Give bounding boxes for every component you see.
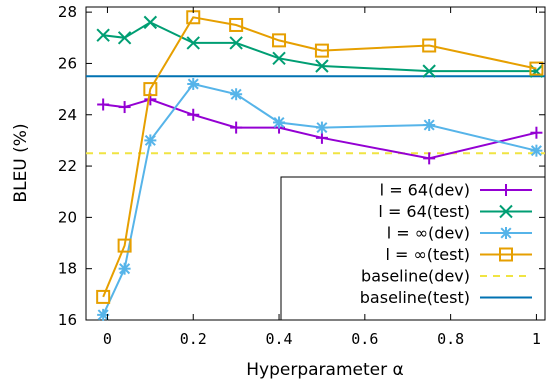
data-point bbox=[186, 36, 200, 50]
data-point bbox=[273, 116, 286, 129]
data-point bbox=[229, 36, 243, 50]
data-point bbox=[118, 262, 131, 275]
x-tick-label: 1 bbox=[532, 330, 541, 348]
data-point bbox=[187, 108, 200, 121]
legend-label: l = ∞(dev) bbox=[387, 224, 470, 243]
y-tick-label: 18 bbox=[58, 260, 77, 278]
data-point bbox=[315, 121, 328, 134]
series-layer bbox=[96, 10, 544, 321]
data-point bbox=[230, 88, 243, 101]
data-point bbox=[117, 31, 132, 45]
data-point bbox=[422, 38, 437, 53]
x-tick-label: 0.4 bbox=[265, 330, 292, 348]
data-point bbox=[529, 61, 544, 76]
data-point bbox=[187, 77, 200, 90]
x-tick-label: 0 bbox=[103, 330, 112, 348]
legend-marker bbox=[499, 204, 513, 219]
data-point bbox=[143, 82, 158, 97]
data-point bbox=[97, 308, 110, 321]
data-point bbox=[315, 59, 329, 73]
legend-marker bbox=[499, 247, 513, 262]
data-point bbox=[96, 289, 111, 304]
data-point bbox=[314, 43, 329, 58]
series-line-3 bbox=[102, 16, 537, 298]
legend-label: l = 64(dev) bbox=[380, 181, 470, 200]
data-point bbox=[422, 64, 436, 78]
data-point bbox=[143, 15, 158, 30]
y-tick-label: 28 bbox=[58, 3, 77, 21]
y-axis-label: BLEU (%) bbox=[11, 123, 31, 202]
data-point bbox=[423, 119, 436, 132]
legend-label: baseline(test) bbox=[360, 288, 470, 307]
x-axis-label: Hyperparameter α bbox=[246, 360, 403, 380]
x-tick-label: 0.2 bbox=[180, 330, 207, 348]
baseline-layer bbox=[86, 75, 545, 155]
data-point bbox=[315, 131, 328, 144]
axis-ticks: 0 0.2 0.4 0.6 0.8 1 16 18 20 22 24 26 28 bbox=[58, 3, 545, 348]
data-point bbox=[144, 134, 157, 147]
y-tick-label: 16 bbox=[58, 311, 77, 329]
legend-label: l = ∞(test) bbox=[385, 245, 470, 264]
data-point bbox=[272, 33, 287, 48]
data-point bbox=[530, 126, 543, 139]
legend-marker bbox=[500, 227, 512, 239]
y-tick-label: 22 bbox=[58, 157, 77, 175]
data-point bbox=[423, 152, 436, 165]
y-tick-label: 24 bbox=[58, 106, 77, 124]
y-tick-label: 20 bbox=[58, 208, 77, 226]
legend: l = 64(dev) l = 64(test) l = ∞(dev) l = ∞(t… bbox=[280, 176, 546, 321]
legend-label: baseline(dev) bbox=[361, 267, 470, 286]
x-tick-label: 0.6 bbox=[351, 330, 378, 348]
data-point bbox=[229, 17, 244, 32]
data-point bbox=[530, 144, 543, 157]
legend-marker bbox=[500, 184, 512, 196]
legend-label: l = 64(test) bbox=[378, 202, 470, 221]
y-tick-label: 26 bbox=[58, 54, 77, 72]
data-point bbox=[96, 28, 110, 42]
data-point bbox=[118, 101, 131, 114]
data-point bbox=[97, 98, 110, 111]
x-tick-label: 0.8 bbox=[437, 330, 464, 348]
data-point bbox=[230, 121, 243, 134]
data-point bbox=[117, 238, 132, 253]
data-point bbox=[272, 51, 286, 66]
